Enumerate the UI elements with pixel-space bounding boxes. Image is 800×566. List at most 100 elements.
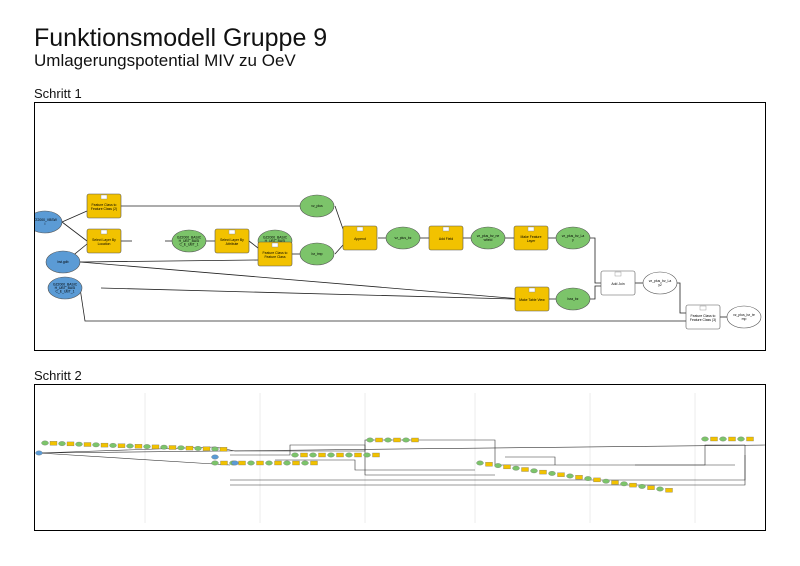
edge (38, 452, 231, 466)
step2-node (411, 437, 419, 443)
step2-node (593, 477, 601, 483)
step1-node-n-vz-plus-bz-la: vz_plus_bz_Lay (555, 226, 591, 250)
step2-node (384, 437, 392, 443)
step1-label: Schritt 1 (34, 86, 82, 101)
edge (38, 446, 216, 454)
edge (635, 444, 745, 466)
node-label: vz_plus_bz_La (562, 234, 585, 238)
edge (334, 244, 344, 255)
node-label: Append (354, 237, 366, 241)
node-label: GZ2000_BASIC (177, 235, 202, 239)
step2-node (220, 460, 228, 466)
edge (590, 285, 601, 300)
node-label: Select Layer By (220, 238, 244, 242)
step2-node (300, 452, 308, 458)
edge (505, 456, 556, 465)
node-label: bz_tmp (311, 252, 322, 256)
step2-node (336, 452, 344, 458)
step2-label: Schritt 2 (34, 368, 82, 383)
tool-icon (271, 242, 279, 248)
step2-node (160, 444, 168, 450)
step2-node (318, 452, 326, 458)
edge (61, 221, 88, 242)
step2-node (309, 452, 317, 458)
node-label: VZ2000_VBSW (35, 218, 58, 222)
node-label: Add Join (611, 282, 624, 286)
step2-node (219, 447, 228, 452)
node-label: Feature Class (264, 255, 285, 259)
step2-diagram (35, 393, 766, 523)
node-label: C_E_UBT_1 (55, 290, 74, 294)
step2-node (485, 462, 493, 467)
step2-node (238, 460, 246, 466)
step2-node (647, 485, 655, 490)
step2-node (402, 437, 410, 443)
edge (79, 261, 522, 300)
step2-node (117, 443, 126, 448)
tool-icon (528, 287, 536, 293)
step2-node (548, 471, 556, 476)
step2-node (177, 445, 185, 451)
edge (334, 205, 344, 230)
step2-node (366, 437, 374, 443)
edge (248, 240, 259, 249)
step2-node (211, 454, 219, 460)
step2-node (656, 486, 664, 492)
node-label: vz_plus_bz_La (649, 279, 672, 283)
node-label: wfield (484, 238, 493, 242)
step2-node (231, 460, 239, 466)
step2-node (728, 436, 736, 442)
edge (230, 444, 495, 476)
edge (61, 210, 88, 223)
edge (275, 459, 475, 471)
step2-node (363, 452, 371, 458)
page-subtitle: Umlagerungspotential MIV zu OeV (34, 51, 296, 70)
step2-node (710, 436, 718, 442)
edge (677, 282, 686, 314)
step2-node (372, 452, 380, 458)
step2-node (211, 460, 219, 466)
step2-node (49, 441, 58, 446)
node-label: Feature Class to (263, 251, 288, 255)
step1-node-n-add-join: Add Join (600, 270, 636, 296)
step2-node (109, 443, 117, 448)
step2-node (512, 465, 520, 471)
edge (100, 287, 516, 300)
page-title: Funktionsmodell Gruppe 9 (34, 24, 328, 52)
step2-node (737, 436, 745, 442)
tool-icon (100, 194, 108, 200)
step2-panel (34, 384, 766, 531)
step2-node (126, 443, 134, 449)
step1-diagram: VZ2000_VBSWIbst.gdbGZ2000_BASICH_UBT_BAS… (27, 193, 762, 330)
step2-node (327, 452, 335, 458)
node-label: vz_plus (311, 204, 323, 208)
node-label: y (572, 238, 574, 242)
step2-node (66, 441, 75, 447)
step2-node (375, 437, 383, 443)
step2-node (92, 442, 100, 448)
node-label: Attribute (226, 242, 239, 246)
node-label: Add Field (439, 237, 453, 241)
step2-node (194, 446, 202, 451)
edge (79, 287, 686, 322)
step2-node (202, 446, 211, 451)
step2-node (503, 464, 511, 470)
step2-node (274, 460, 282, 466)
step2-node (265, 460, 273, 466)
step2-node (41, 440, 49, 446)
step2-node (557, 472, 565, 477)
node-label: H_UBT_BASI (265, 239, 286, 243)
node-label: C_E_UBT_1 (179, 243, 198, 247)
node-label: GZ2000_BASIC (263, 235, 288, 239)
step2-node (83, 442, 92, 447)
